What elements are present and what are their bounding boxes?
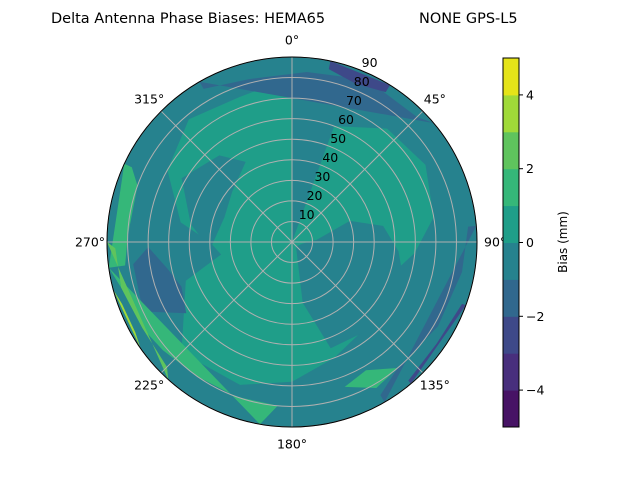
angular-tick-label: 45° [424, 92, 446, 107]
polar-grid [106, 56, 478, 428]
angular-tick-label: 180° [277, 437, 307, 452]
angular-tick-label: 270° [75, 235, 105, 250]
colorbar-band [503, 94, 519, 133]
angular-tick-label: 135° [420, 377, 450, 392]
contour-region [344, 368, 398, 388]
colorbar-band [503, 168, 519, 207]
angular-gridline [291, 110, 424, 243]
radial-tick-label: 90 [362, 55, 378, 70]
colorbar-tick-label: −2 [526, 309, 544, 324]
contour-region [108, 267, 278, 425]
angular-tick-label: 225° [134, 377, 164, 392]
radial-tick-label: 30 [314, 169, 330, 184]
polar-frame [106, 56, 478, 428]
colorbar-band [503, 131, 519, 170]
colorbar: −4 −2 0 2 4 [502, 57, 544, 428]
colorbar-band [503, 205, 519, 243]
contour-region [113, 289, 141, 349]
colorbar-tick-label: −4 [526, 383, 544, 398]
angular-tick-label: 315° [134, 92, 164, 107]
radial-tick-label: 70 [346, 93, 362, 108]
contour-region [328, 61, 390, 93]
angular-gridline [291, 241, 424, 374]
colorbar-band [503, 316, 519, 354]
contour-region [181, 155, 246, 250]
contour-region [107, 242, 169, 380]
contour-region [199, 72, 434, 124]
colorbar-band [503, 279, 519, 317]
chart-title-right: NONE GPS-L5 [419, 11, 518, 27]
colorbar-band [503, 390, 519, 428]
radial-tick-label: 60 [338, 112, 354, 127]
colorbar-tick-label: 2 [526, 161, 534, 176]
contour-region [296, 220, 404, 349]
colorbar-band [503, 353, 519, 391]
radial-tick-label: 40 [322, 150, 338, 165]
radial-tick-label: 80 [354, 74, 370, 89]
axis-labels: 0° 45° 90° 135° 180° 225° 270° 315° 10 20 30 40 50 60… [75, 33, 506, 452]
chart-title-left: Delta Antenna Phase Biases: HEMA65 [51, 11, 325, 27]
colorbar-tick-label: 0 [526, 235, 534, 250]
radial-tick-label: 10 [299, 207, 315, 222]
angular-gridline [160, 110, 293, 243]
colorbar-band [503, 242, 519, 280]
angular-tick-label: 90° [484, 235, 506, 250]
colorbar-band [503, 58, 519, 96]
angular-gridline [160, 241, 293, 374]
angular-tick-label: 0° [285, 33, 299, 48]
contour-region [408, 303, 466, 384]
radial-tick-label: 50 [330, 131, 346, 146]
colorbar-tick-label: 4 [526, 87, 534, 102]
contour-region [133, 247, 187, 314]
radial-tick-label: 20 [307, 188, 323, 203]
contour-region [380, 225, 477, 403]
colorbar-label: Bias (mm) [556, 211, 570, 273]
